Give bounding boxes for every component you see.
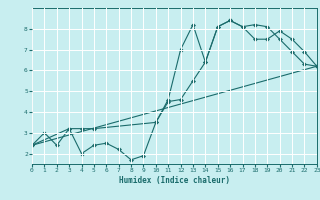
X-axis label: Humidex (Indice chaleur): Humidex (Indice chaleur) (119, 176, 230, 185)
